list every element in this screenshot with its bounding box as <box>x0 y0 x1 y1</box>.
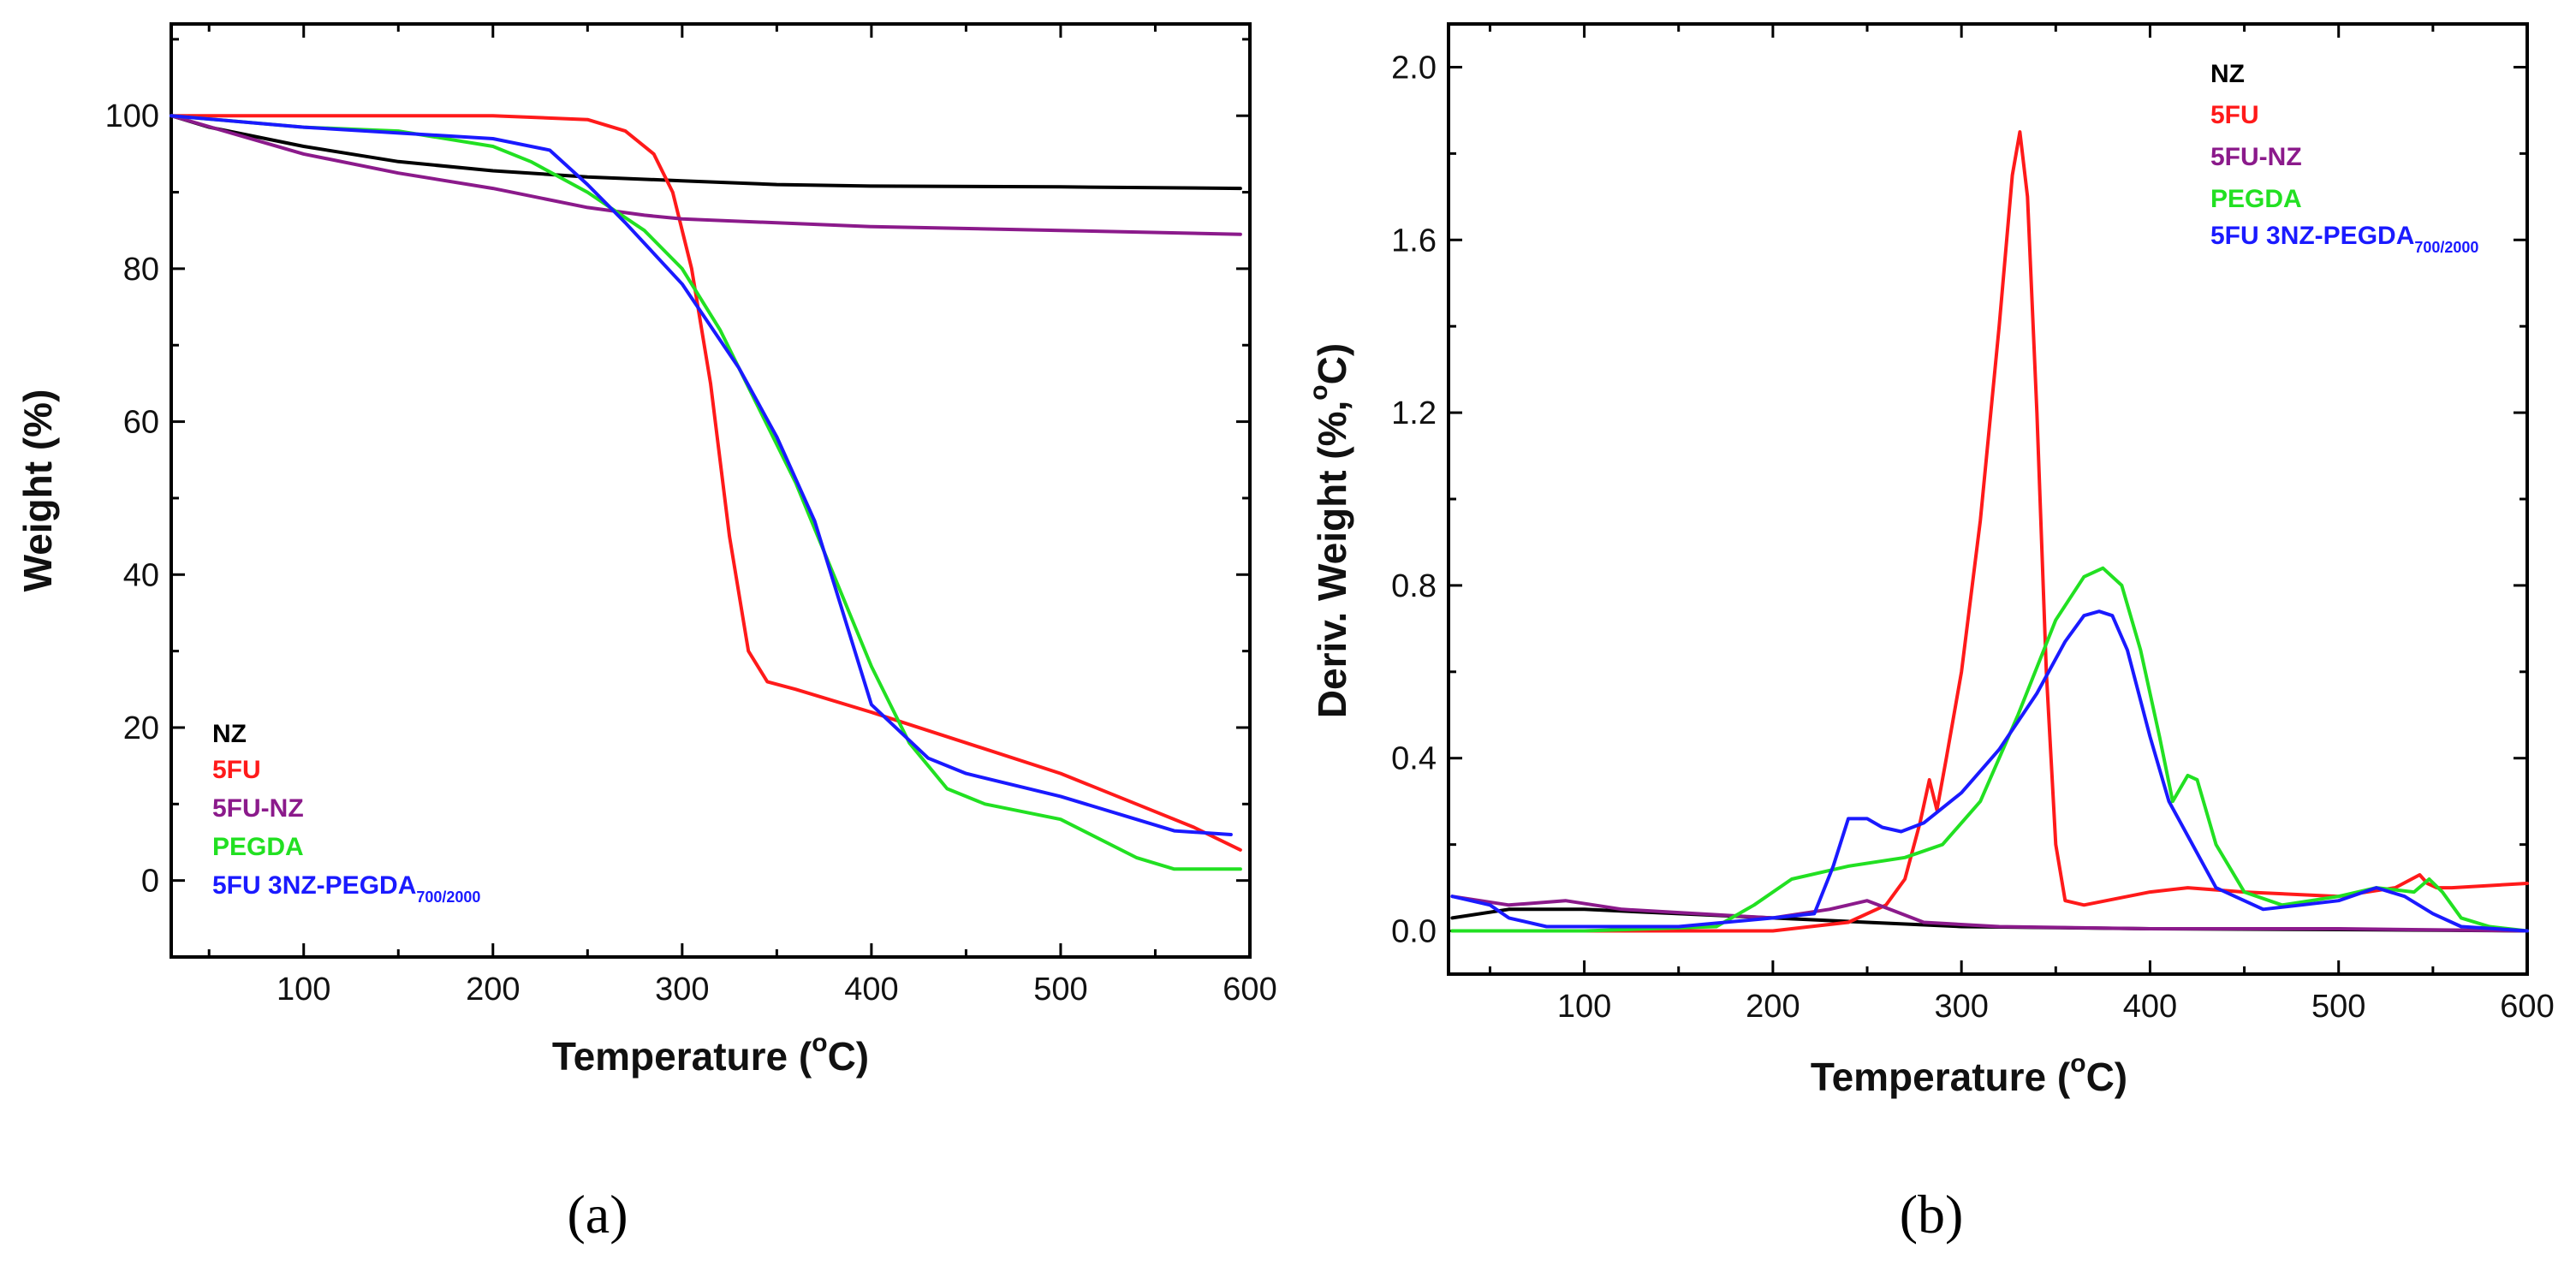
x-tick-label: 400 <box>844 972 898 1007</box>
series-line-5fu-3nz-pegda700-2000 <box>170 114 1233 836</box>
series-line-nz <box>170 114 1242 191</box>
y-axis-title-b: Deriv. Weight (%,oC) <box>1305 343 1354 718</box>
x-tick-label: 600 <box>1223 972 1276 1007</box>
x-axis-title-b: Temperature (oC) <box>1811 1049 2127 1099</box>
y-tick-label: 20 <box>123 710 159 746</box>
x-axis-title-a: Temperature (oC) <box>552 1029 869 1079</box>
y-tick-label: 1.6 <box>1391 223 1437 259</box>
legend-a: NZ 5FU 5FU-NZ PEGDA 5FU 3NZ-PEGDA700/200… <box>212 720 480 906</box>
legend-entry-nz-b: NZ <box>2210 60 2245 88</box>
plot-frame-a <box>170 22 1252 959</box>
x-tick-label: 300 <box>1934 989 1988 1025</box>
y-tick-labels-b: 0.0 0.4 0.8 1.2 1.6 2.0 <box>1391 50 1437 949</box>
y-tick-label: 2.0 <box>1391 50 1437 86</box>
series-line-5fu <box>1450 130 2529 933</box>
legend-entry-5fu3nz-pegda-a: 5FU 3NZ-PEGDA700/2000 <box>212 871 480 906</box>
y-tick-label: 0.0 <box>1391 914 1437 950</box>
x-tick-label: 200 <box>1746 989 1800 1025</box>
y-tick-label: 80 <box>123 252 159 288</box>
series-line-pegda <box>1450 566 2529 933</box>
x-tick-label: 300 <box>655 972 709 1007</box>
y-tick-label: 100 <box>105 98 159 134</box>
x-tick-label: 500 <box>1033 972 1087 1007</box>
chart-panel-b: 100 200 300 400 500 600 0.0 0.4 0.8 1.2 1.6 2.0 Te… <box>1305 22 2555 1245</box>
tick-marks-b <box>1449 24 2529 974</box>
legend-entry-5fu3nz-pegda-b: 5FU 3NZ-PEGDA700/2000 <box>2210 222 2478 256</box>
series-line-5fu <box>170 114 1242 852</box>
x-tick-label: 100 <box>1557 989 1611 1025</box>
legend-entry-5fu-a: 5FU <box>212 756 261 784</box>
series-line-pegda <box>170 114 1242 871</box>
legend-entry-5fu-b: 5FU <box>2210 101 2259 129</box>
series-group-a <box>170 114 1242 871</box>
series-line-5fu-nz <box>1450 895 2529 933</box>
y-tick-label: 40 <box>123 557 159 593</box>
x-tick-label: 600 <box>2500 989 2554 1025</box>
x-tick-label: 200 <box>466 972 520 1007</box>
x-tick-label: 500 <box>2311 989 2365 1025</box>
plot-frame-b <box>1447 22 2529 976</box>
legend-entry-pegda-a: PEGDA <box>212 833 304 861</box>
legend-entry-nz-a: NZ <box>212 720 247 748</box>
series-line-5fu-3nz-pegda700-2000 <box>1450 609 2529 933</box>
panel-label-a: (a) <box>567 1184 628 1245</box>
y-tick-label: 60 <box>123 405 159 441</box>
series-group-b <box>1450 130 2529 933</box>
y-tick-label: 1.2 <box>1391 395 1437 431</box>
y-tick-labels-a: 0 20 40 60 80 100 <box>105 98 159 899</box>
y-tick-label: 0.4 <box>1391 741 1437 777</box>
y-axis-title-a: Weight (%) <box>15 389 60 592</box>
series-line-5fu-nz <box>170 114 1242 236</box>
legend-entry-5fu-nz-b: 5FU-NZ <box>2210 143 2302 171</box>
x-tick-label: 100 <box>277 972 330 1007</box>
legend-entry-5fu-nz-a: 5FU-NZ <box>212 794 304 823</box>
x-tick-labels-b: 100 200 300 400 500 600 <box>1557 989 2555 1025</box>
tick-marks-a <box>171 24 1252 957</box>
legend-b: NZ 5FU 5FU-NZ PEGDA 5FU 3NZ-PEGDA700/200… <box>2210 60 2478 256</box>
x-tick-label: 400 <box>2123 989 2177 1025</box>
x-tick-labels-a: 100 200 300 400 500 600 <box>277 972 1277 1007</box>
panel-label-b: (b) <box>1900 1184 1964 1245</box>
chart-panel-a: 100 200 300 400 500 600 0 20 40 60 80 100 Temperat… <box>15 22 1277 1245</box>
y-tick-label: 0.8 <box>1391 568 1437 604</box>
y-tick-label: 0 <box>141 864 159 900</box>
legend-entry-pegda-b: PEGDA <box>2210 185 2302 213</box>
